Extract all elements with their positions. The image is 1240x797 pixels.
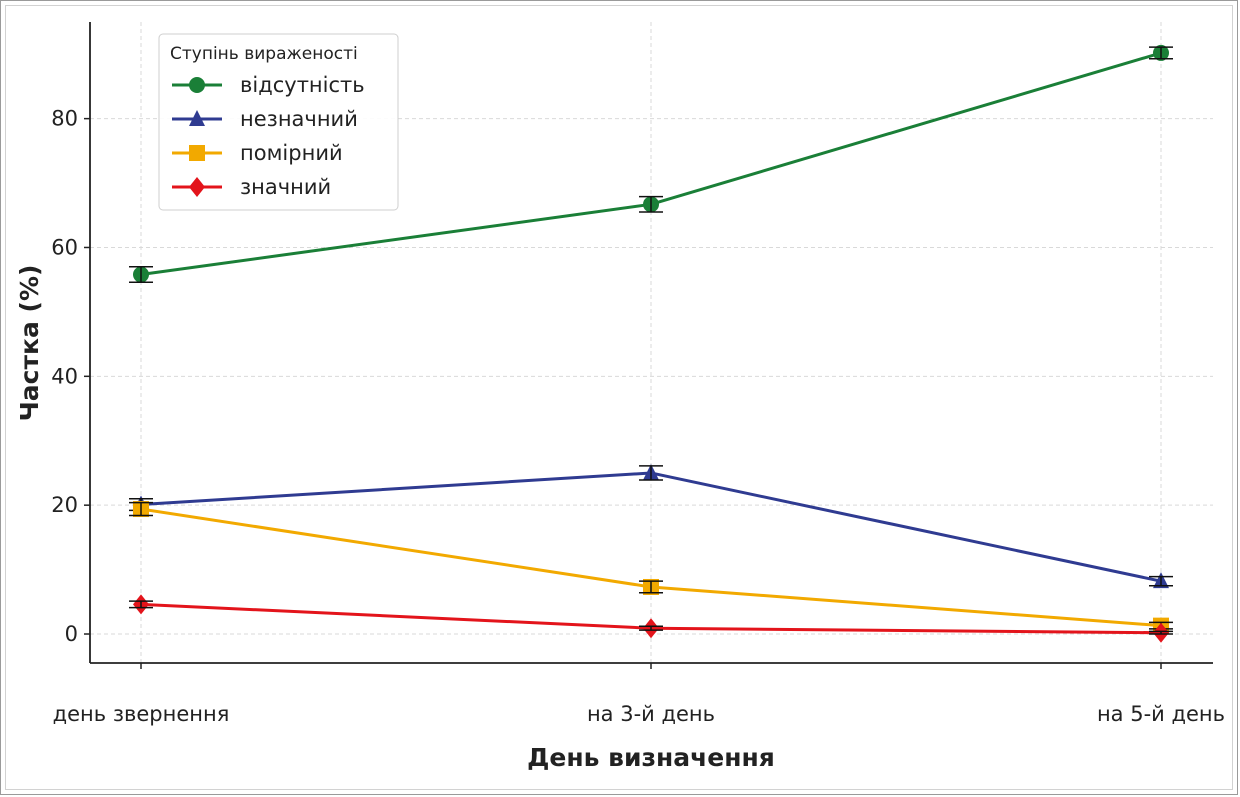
legend-entry: помірний: [172, 141, 343, 165]
series-diamond: [129, 594, 1173, 643]
legend: Ступінь вираженості відсутність незначний…: [158, 33, 399, 211]
tick-labels: 0 20 40 60 80 день звернення на 3-й день на 5-й…: [51, 107, 1225, 726]
series-square: [129, 501, 1173, 634]
y-tick-label: 0: [65, 622, 78, 646]
y-axis-title: Частка (%): [15, 265, 44, 422]
grid: [90, 22, 1213, 663]
y-tick-label: 40: [51, 364, 78, 388]
y-tick-label: 80: [51, 107, 78, 131]
data-point-square: [189, 145, 205, 161]
data-point-circle: [189, 77, 205, 93]
legend-label: відсутність: [240, 73, 365, 97]
data-point-diamond: [189, 177, 205, 197]
x-tick-label: на 5-й день: [1097, 702, 1225, 726]
series-circle: [129, 44, 1173, 284]
series-group: [129, 44, 1173, 643]
legend-label: значний: [240, 175, 331, 199]
legend-label: незначний: [240, 107, 358, 131]
legend-entry: незначний: [172, 107, 358, 131]
y-tick-label: 60: [51, 235, 78, 259]
legend-entry: значний: [172, 175, 331, 199]
legend-entry: відсутність: [172, 73, 365, 97]
x-tick-label: день звернення: [53, 702, 230, 726]
y-tick-label: 20: [51, 493, 78, 517]
legend-label: помірний: [240, 141, 343, 165]
x-tick-label: на 3-й день: [587, 702, 715, 726]
axes: [84, 22, 1213, 669]
data-point-triangle: [189, 110, 205, 126]
x-axis-title: День визначення: [527, 743, 775, 772]
inner-frame: [5, 5, 1233, 790]
legend-box: [158, 33, 399, 211]
legend-title: Ступінь вираженості: [170, 44, 358, 64]
